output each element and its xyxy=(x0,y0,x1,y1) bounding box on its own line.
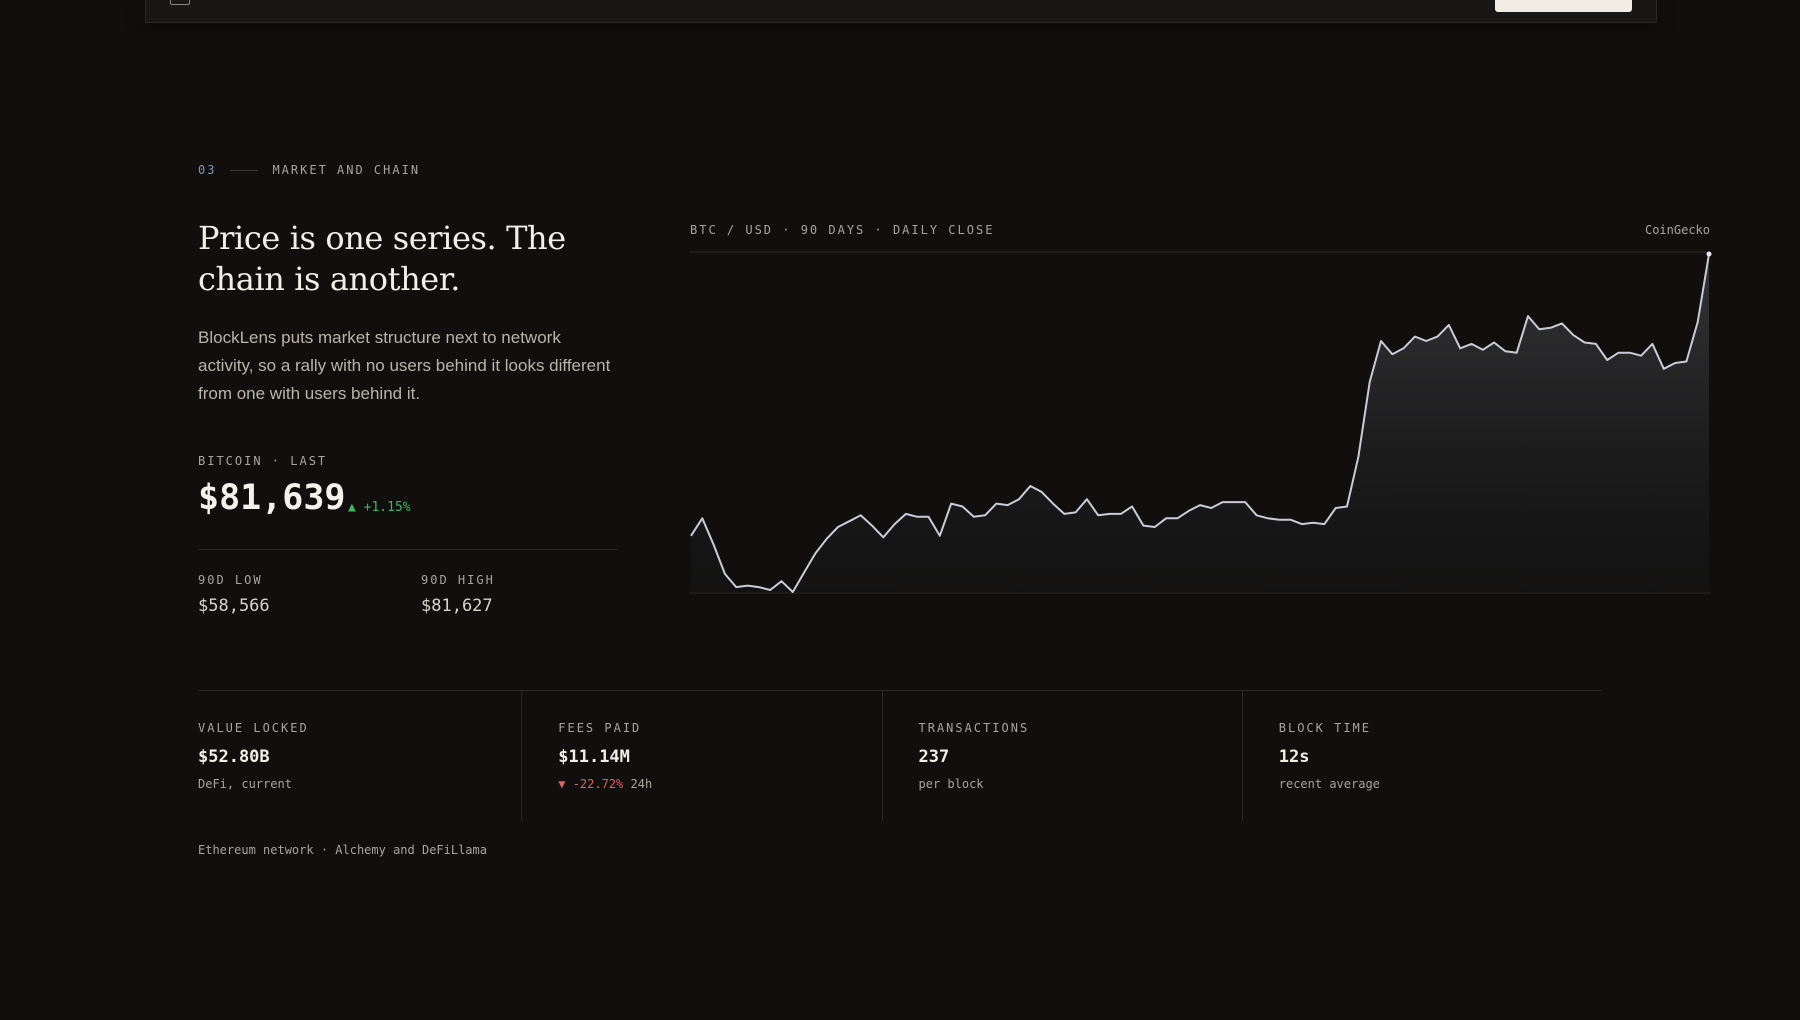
low-value: $58,566 xyxy=(198,596,270,616)
metrics-row: VALUE LOCKED $52.80B DeFi, current FEES … xyxy=(198,690,1602,821)
metric-sub: recent average xyxy=(1278,777,1380,791)
chart-area-fill xyxy=(691,254,1709,593)
metric-block-time: BLOCK TIME 12s recent average xyxy=(1243,691,1602,821)
high-label: 90D HIGH xyxy=(421,573,495,587)
chart-source: CoinGecko xyxy=(1644,223,1710,237)
page-lede: BlockLens puts market structure next to … xyxy=(198,328,611,403)
bitcoin-label: BITCOIN · LAST xyxy=(198,454,328,468)
bitcoin-price: $81,639 xyxy=(198,478,346,518)
price-chart[interactable] xyxy=(690,250,1712,596)
section-title: MARKET AND CHAIN xyxy=(272,163,421,177)
metric-label: FEES PAID xyxy=(558,721,642,735)
section-rule xyxy=(230,169,259,171)
data-source-footnote: Ethereum network · Alchemy and DeFiLlama xyxy=(198,843,487,857)
metric-change: ▼ -22.72% xyxy=(558,777,624,791)
chart-price-line xyxy=(690,253,1710,593)
low-label: 90D LOW xyxy=(198,573,263,587)
logo-icon[interactable] xyxy=(170,0,190,5)
chart-point xyxy=(1706,251,1712,257)
metric-value: 237 xyxy=(918,747,950,767)
metric-sub: 24h xyxy=(630,777,653,791)
metric-value-locked: VALUE LOCKED $52.80B DeFi, current xyxy=(198,691,523,821)
section-number: 03 xyxy=(198,163,217,177)
metric-fees-paid: FEES PAID $11.14M ▼ -22.72% 24h xyxy=(522,691,883,821)
top-navigation-bar xyxy=(145,0,1657,23)
metric-sub: per block xyxy=(918,777,984,791)
metric-sub-row: ▼ -22.72% 24h xyxy=(558,777,881,791)
metric-value: $11.14M xyxy=(558,747,630,767)
metric-label: TRANSACTIONS xyxy=(918,721,1030,735)
metric-label: VALUE LOCKED xyxy=(198,721,309,735)
metric-label: BLOCK TIME xyxy=(1278,721,1371,735)
metric-value: $52.80B xyxy=(198,747,270,767)
header-cta-button[interactable] xyxy=(1495,0,1632,12)
high-value: $81,627 xyxy=(421,596,493,616)
chart-title: BTC / USD · 90 DAYS · DAILY CLOSE xyxy=(690,223,995,237)
metric-transactions: TRANSACTIONS 237 per block xyxy=(883,691,1243,821)
bitcoin-change: ▲ +1.15% xyxy=(348,500,411,515)
metric-value: 12s xyxy=(1278,747,1310,767)
stats-divider xyxy=(198,549,618,550)
section-label: 03 MARKET AND CHAIN xyxy=(198,163,420,177)
metric-sub: DeFi, current xyxy=(198,777,292,791)
page-headline: Price is one series. The chain is anothe… xyxy=(198,219,566,298)
